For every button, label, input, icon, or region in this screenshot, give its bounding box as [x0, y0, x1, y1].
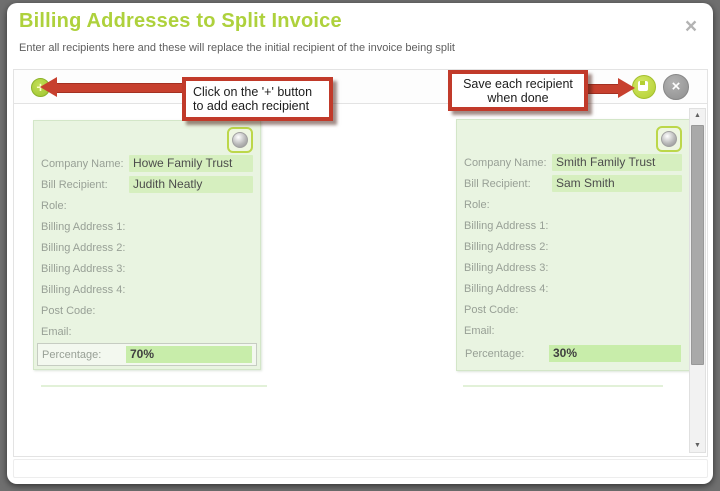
annotation-line: Save each recipient — [463, 76, 573, 91]
billing-address-2-input — [129, 239, 253, 256]
dialog-footer — [13, 459, 708, 478]
field-label: Bill Recipient: — [41, 178, 108, 191]
annotation-line: when done — [487, 90, 549, 105]
company-name-input[interactable]: Smith Family Trust — [552, 154, 682, 171]
arrow-head-icon — [40, 77, 57, 97]
scrollbar-thumb[interactable] — [691, 125, 704, 365]
save-recipient-button[interactable] — [632, 75, 656, 99]
billing-address-3-input — [129, 260, 253, 277]
annotation-add-recipient: Click on the '+' button to add each reci… — [182, 77, 333, 121]
split-invoice-dialog: Billing Addresses to Split Invoice × Ent… — [7, 3, 713, 484]
save-disk-icon — [638, 81, 648, 91]
billing-address-1-input — [552, 217, 682, 234]
field-row-billing-address-3: Billing Address 3: — [34, 258, 260, 279]
field-row-bill-recipient: Bill Recipient: Sam Smith — [457, 173, 689, 194]
recipients-panel: + × Company Name: Howe Family Trust — [13, 69, 708, 457]
field-label: Billing Address 2: — [464, 240, 549, 253]
role-input — [552, 196, 682, 213]
field-row-email: Email: — [457, 320, 689, 341]
billing-address-4-input — [552, 280, 682, 297]
recipients-content: Company Name: Howe Family Trust Bill Rec… — [14, 104, 707, 456]
billing-address-4-input — [129, 281, 253, 298]
field-row-billing-address-4: Billing Address 4: — [457, 278, 689, 299]
field-label: Post Code: — [41, 304, 96, 317]
cancel-button[interactable]: × — [663, 74, 689, 100]
post-code-input — [552, 301, 682, 318]
annotation-line: Click on the '+' button — [193, 85, 313, 99]
close-circle-icon: × — [671, 78, 681, 95]
post-code-input — [129, 302, 253, 319]
dialog-title: Billing Addresses to Split Invoice — [19, 10, 342, 32]
field-row-billing-address-1: Billing Address 1: — [457, 215, 689, 236]
card-shadow-line — [41, 385, 267, 387]
field-row-billing-address-4: Billing Address 4: — [34, 279, 260, 300]
card-shadow-line — [463, 385, 663, 387]
annotation-save-recipient: Save each recipient when done — [448, 70, 588, 111]
field-label: Company Name: — [41, 157, 124, 170]
field-label: Email: — [464, 324, 495, 337]
field-label: Post Code: — [464, 303, 519, 316]
field-label: Billing Address 3: — [464, 261, 549, 274]
field-row-billing-address-1: Billing Address 1: — [34, 216, 260, 237]
field-row-post-code: Post Code: — [34, 300, 260, 321]
field-row-company-name: Company Name: Smith Family Trust — [457, 152, 689, 173]
email-input — [552, 322, 682, 339]
field-label: Company Name: — [464, 156, 547, 169]
recipient-fields: Company Name: Smith Family Trust Bill Re… — [457, 152, 689, 365]
field-row-billing-address-3: Billing Address 3: — [457, 257, 689, 278]
billing-address-1-input — [129, 218, 253, 235]
bill-recipient-input[interactable]: Sam Smith — [552, 175, 682, 192]
scroll-up-arrow-icon[interactable]: ▲ — [690, 109, 705, 122]
field-row-bill-recipient: Bill Recipient: Judith Neatly — [34, 174, 260, 195]
percentage-input[interactable]: 30% — [549, 345, 681, 362]
recipient-card-action-button[interactable] — [656, 126, 682, 152]
arrow-shaft — [56, 83, 185, 93]
company-name-input[interactable]: Howe Family Trust — [129, 155, 253, 172]
recipient-fields: Company Name: Howe Family Trust Bill Rec… — [34, 153, 260, 366]
dialog-close-icon[interactable]: × — [684, 15, 698, 38]
email-input — [129, 323, 253, 340]
field-label: Role: — [464, 198, 490, 211]
arrow-shaft — [583, 84, 619, 94]
recipient-card-action-button[interactable] — [227, 127, 253, 153]
bill-recipient-input[interactable]: Judith Neatly — [129, 176, 253, 193]
field-row-billing-address-2: Billing Address 2: — [457, 236, 689, 257]
field-label: Percentage: — [465, 347, 525, 360]
field-label: Percentage: — [42, 348, 102, 361]
billing-address-2-input — [552, 238, 682, 255]
field-row-post-code: Post Code: — [457, 299, 689, 320]
field-row-role: Role: — [457, 194, 689, 215]
vertical-scrollbar[interactable]: ▲ ▼ — [689, 108, 706, 453]
field-label: Billing Address 1: — [464, 219, 549, 232]
field-row-percentage: Percentage: 30% — [460, 342, 686, 365]
billing-address-3-input — [552, 259, 682, 276]
field-row-email: Email: — [34, 321, 260, 342]
role-input — [129, 197, 253, 214]
field-label: Billing Address 4: — [41, 283, 126, 296]
field-label: Billing Address 1: — [41, 220, 126, 233]
field-label: Billing Address 2: — [41, 241, 126, 254]
recipient-card-2: Company Name: Smith Family Trust Bill Re… — [456, 119, 690, 371]
orb-icon — [232, 132, 248, 148]
recipient-card-1: Company Name: Howe Family Trust Bill Rec… — [33, 120, 261, 370]
field-label: Email: — [41, 325, 72, 338]
field-label: Bill Recipient: — [464, 177, 531, 190]
field-row-percentage: Percentage: 70% — [37, 343, 257, 366]
field-row-role: Role: — [34, 195, 260, 216]
percentage-input[interactable]: 70% — [126, 346, 252, 363]
arrow-head-icon — [618, 78, 635, 98]
field-label: Billing Address 3: — [41, 262, 126, 275]
orb-icon — [661, 131, 677, 147]
annotation-line: to add each recipient — [193, 99, 310, 113]
field-row-billing-address-2: Billing Address 2: — [34, 237, 260, 258]
scroll-down-arrow-icon[interactable]: ▼ — [690, 439, 705, 452]
field-label: Role: — [41, 199, 67, 212]
field-row-company-name: Company Name: Howe Family Trust — [34, 153, 260, 174]
dialog-subtitle: Enter all recipients here and these will… — [19, 42, 455, 54]
field-label: Billing Address 4: — [464, 282, 549, 295]
